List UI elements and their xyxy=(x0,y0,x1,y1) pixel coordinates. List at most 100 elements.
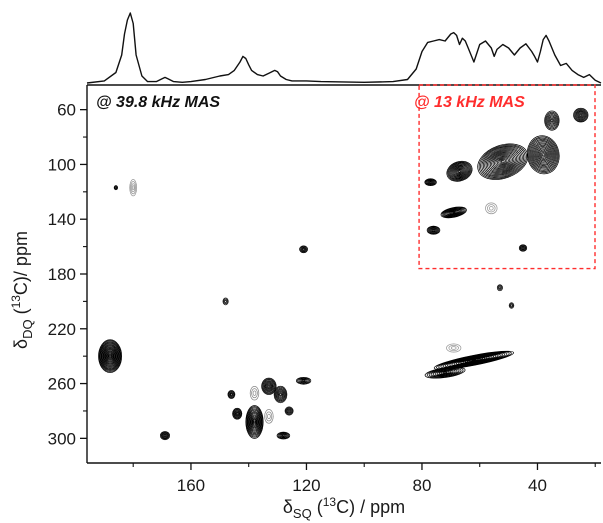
contour-peak xyxy=(129,179,138,197)
contour-level xyxy=(298,378,309,384)
contour-level xyxy=(496,284,503,292)
contour-level xyxy=(508,302,515,309)
contour-level xyxy=(300,246,307,252)
contour-peak xyxy=(296,377,312,385)
y-tick-label: 220 xyxy=(48,320,76,339)
contour-level xyxy=(526,135,560,175)
contour-level xyxy=(160,431,170,440)
contour-level xyxy=(278,392,283,397)
contour-level xyxy=(478,144,527,179)
contour-level xyxy=(100,342,121,371)
contour-level xyxy=(247,409,262,435)
contour-level xyxy=(109,354,112,358)
contour-level xyxy=(424,178,437,186)
contour-level xyxy=(533,143,553,166)
contour-level xyxy=(550,119,554,123)
x-axis-label-main: δ xyxy=(283,497,293,517)
contour-level xyxy=(499,159,506,165)
contour-level xyxy=(249,385,260,401)
contour-level xyxy=(232,408,242,419)
contour-level xyxy=(162,433,168,439)
contour-level xyxy=(234,410,241,418)
mas-annotation-main: @ 39.8 kHz MAS xyxy=(96,94,220,111)
contour-level xyxy=(577,112,584,119)
contour-peak xyxy=(160,431,170,441)
contour-level xyxy=(247,408,262,436)
contour-level xyxy=(576,111,585,119)
contour-level xyxy=(573,107,589,123)
contour-level xyxy=(302,248,305,251)
contour-peak xyxy=(264,409,274,424)
y-axis-label-sup: 13 xyxy=(9,295,23,309)
contour-level xyxy=(113,185,119,191)
y-axis-label-rest: ( xyxy=(11,308,31,319)
y-axis-label: δDQ (13C)/ ppm xyxy=(9,231,35,349)
contour-level xyxy=(129,179,138,197)
contour-level xyxy=(280,434,286,438)
contour-level xyxy=(529,138,557,171)
contour-level xyxy=(426,179,436,186)
contour-level xyxy=(252,419,257,425)
contour-level xyxy=(426,179,435,185)
contour-level xyxy=(100,343,120,370)
contour-level xyxy=(428,367,462,378)
inset-region-box xyxy=(418,84,596,270)
contour-level xyxy=(299,245,309,254)
contour-level xyxy=(262,378,276,394)
contour-level xyxy=(98,339,123,374)
contour-peak xyxy=(485,202,498,215)
contour-level xyxy=(428,226,439,234)
contour-level xyxy=(163,434,167,437)
contour-peak xyxy=(284,406,294,416)
contour-level xyxy=(448,344,459,352)
contour-peak xyxy=(113,185,119,191)
contour-level xyxy=(451,211,457,214)
contour-level xyxy=(481,146,525,177)
contour-peak xyxy=(273,385,288,404)
contour-level xyxy=(302,379,306,382)
contour-level xyxy=(457,169,462,174)
contour-level xyxy=(450,346,457,350)
x-tick-label: 80 xyxy=(413,476,432,495)
contour-level xyxy=(431,228,436,232)
contour-peak xyxy=(98,339,123,374)
x-axis-label-sup: 13 xyxy=(323,495,337,509)
contour-peak xyxy=(232,407,243,420)
contour-level xyxy=(98,340,122,373)
contour-peak xyxy=(227,390,236,399)
contour-level xyxy=(497,285,503,291)
contour-level xyxy=(102,345,118,367)
contour-level xyxy=(446,209,462,216)
contour-level xyxy=(427,180,434,185)
contour-level xyxy=(101,343,119,369)
contour-level xyxy=(279,393,282,396)
contour-level xyxy=(539,150,547,159)
contour-level xyxy=(450,163,469,179)
projection-1d xyxy=(86,12,602,84)
contour-level xyxy=(131,183,136,193)
contour-level xyxy=(161,432,169,439)
contour-level xyxy=(281,434,285,437)
contour-peak xyxy=(446,343,462,353)
contour-level xyxy=(246,406,263,438)
contour-peak xyxy=(245,405,264,439)
contour-level xyxy=(492,154,513,170)
contour-level xyxy=(430,228,437,233)
contour-peak xyxy=(440,206,467,219)
contour-peak xyxy=(496,284,503,292)
x-tick-label: 160 xyxy=(177,476,205,495)
contour-level xyxy=(284,406,294,416)
contour-level xyxy=(103,346,117,366)
y-tick-label: 140 xyxy=(48,210,76,229)
contour-level xyxy=(301,247,306,252)
contour-peak xyxy=(433,350,514,370)
contour-level xyxy=(538,149,548,160)
contour-level xyxy=(252,418,257,426)
contour-level xyxy=(249,412,260,432)
contour-level xyxy=(276,390,285,399)
contour-level xyxy=(458,170,461,173)
contour-level xyxy=(228,390,235,399)
contour-level xyxy=(446,343,462,353)
contour-level xyxy=(537,148,549,162)
